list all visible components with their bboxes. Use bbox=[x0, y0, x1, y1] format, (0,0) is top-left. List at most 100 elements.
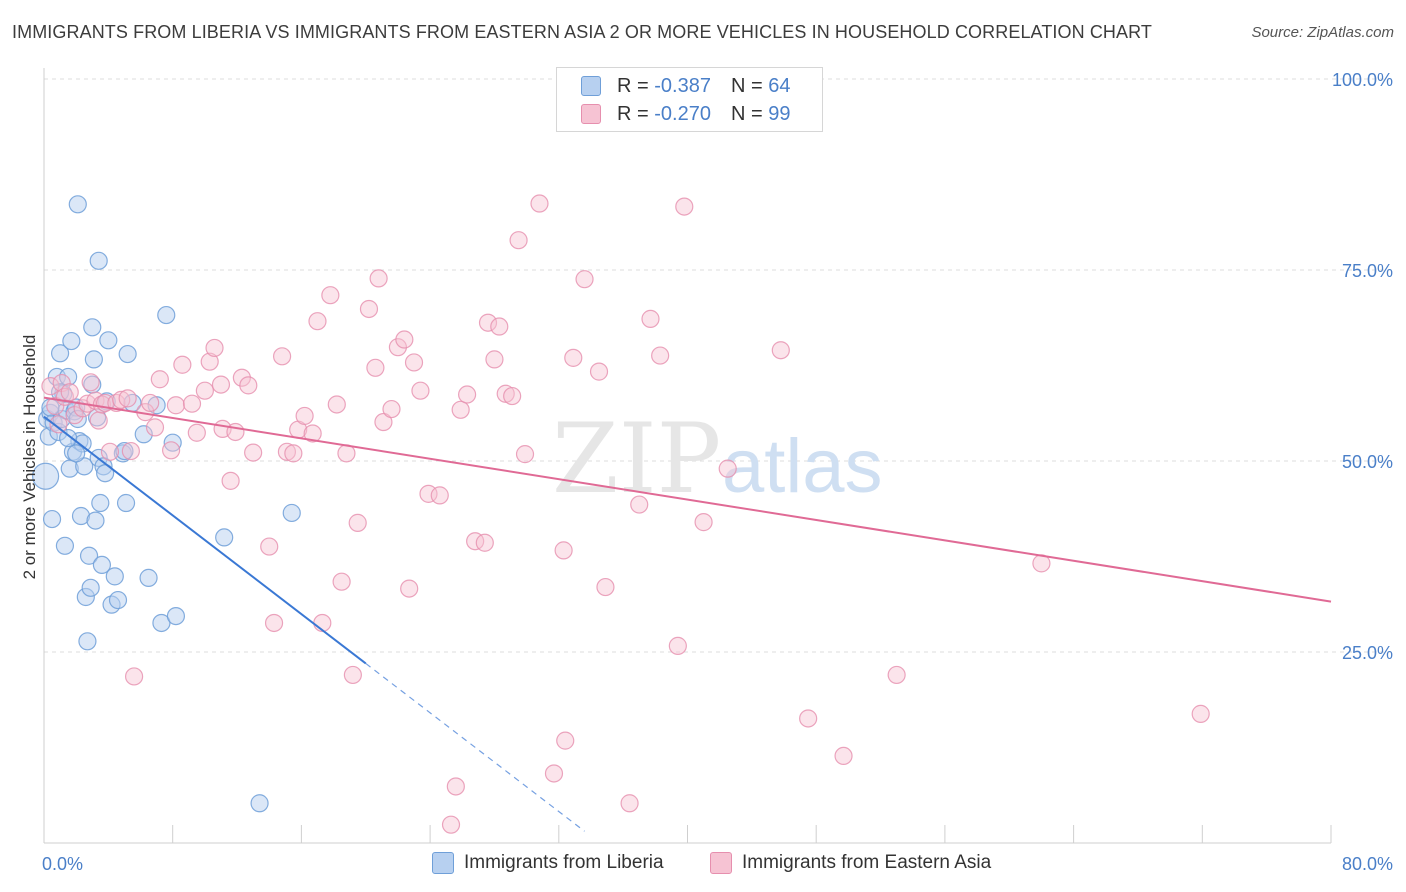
y-tick-label: 75.0% bbox=[1342, 261, 1393, 281]
trend-lines bbox=[43, 396, 1332, 832]
data-point-eastern-asia bbox=[150, 370, 169, 389]
data-point-eastern-asia bbox=[195, 381, 214, 400]
legend-row-eastern-asia: R = -0.270 N = 99 bbox=[581, 102, 790, 126]
data-point-liberia bbox=[55, 536, 75, 555]
data-point-eastern-asia bbox=[166, 396, 186, 415]
data-point-eastern-asia bbox=[187, 423, 206, 442]
data-point-eastern-asia bbox=[295, 406, 314, 426]
data-point-liberia bbox=[83, 318, 102, 337]
data-point-eastern-asia bbox=[308, 312, 327, 331]
data-point-eastern-asia bbox=[503, 386, 522, 406]
data-point-liberia bbox=[92, 555, 112, 575]
data-point-eastern-asia bbox=[284, 444, 303, 463]
data-point-liberia bbox=[99, 331, 118, 350]
correlation-legend: R = -0.387 N = 64 R = -0.270 N = 99 bbox=[556, 67, 823, 132]
data-point-eastern-asia bbox=[145, 418, 165, 437]
bottom-eastern-asia-swatch bbox=[710, 852, 732, 874]
bottom-legend-eastern-asia: Immigrants from Eastern Asia bbox=[710, 852, 991, 874]
data-point-eastern-asia bbox=[124, 667, 144, 686]
liberia-n-label: N = bbox=[730, 74, 763, 97]
data-point-liberia bbox=[78, 632, 97, 651]
data-point-eastern-asia bbox=[675, 197, 694, 216]
liberia-swatch bbox=[581, 76, 601, 96]
data-point-eastern-asia bbox=[182, 394, 202, 413]
data-point-eastern-asia bbox=[694, 513, 713, 532]
data-point-eastern-asia bbox=[89, 411, 108, 430]
data-point-liberia bbox=[250, 794, 269, 813]
y-tick-label: 25.0% bbox=[1342, 643, 1393, 663]
data-point-eastern-asia bbox=[1191, 704, 1210, 723]
data-point-liberia bbox=[50, 344, 70, 363]
data-point-eastern-asia bbox=[49, 415, 68, 434]
eastern-asia-n-value: 99 bbox=[768, 102, 791, 125]
data-point-eastern-asia bbox=[544, 764, 564, 783]
data-point-eastern-asia bbox=[41, 377, 60, 396]
chart-title: IMMIGRANTS FROM LIBERIA VS IMMIGRANTS FR… bbox=[12, 22, 1152, 42]
data-point-eastern-asia bbox=[395, 330, 414, 349]
data-point-liberia bbox=[134, 425, 153, 444]
data-point-eastern-asia bbox=[141, 393, 160, 413]
data-point-eastern-asia bbox=[575, 270, 594, 289]
data-point-eastern-asia bbox=[173, 355, 192, 374]
data-point-eastern-asia bbox=[205, 338, 224, 358]
data-point-liberia bbox=[91, 493, 110, 513]
data-point-liberia bbox=[68, 195, 87, 214]
data-point-eastern-asia bbox=[112, 390, 131, 409]
bottom-liberia-swatch bbox=[432, 852, 454, 874]
data-point-liberia bbox=[32, 462, 60, 490]
data-point-eastern-asia bbox=[260, 537, 279, 556]
source-label: Source: ZipAtlas.com bbox=[1251, 24, 1394, 41]
data-point-eastern-asia bbox=[596, 577, 615, 597]
data-point-eastern-asia bbox=[366, 358, 385, 377]
data-point-liberia bbox=[81, 578, 100, 597]
data-point-eastern-asia bbox=[887, 665, 906, 685]
data-point-eastern-asia bbox=[799, 709, 818, 728]
watermark: ZIP atlas bbox=[552, 403, 883, 515]
liberia-r-value: -0.387 bbox=[654, 74, 711, 97]
bottom-liberia-label: Immigrants from Liberia bbox=[464, 852, 664, 873]
data-point-eastern-asia bbox=[343, 665, 362, 685]
data-point-liberia bbox=[116, 493, 136, 513]
data-point-eastern-asia bbox=[100, 442, 120, 461]
gridlines bbox=[44, 78, 1391, 653]
data-point-eastern-asia bbox=[221, 471, 240, 490]
eastern-asia-r-label: R = bbox=[617, 102, 649, 125]
liberia-n-value: 64 bbox=[768, 74, 791, 97]
data-point-eastern-asia bbox=[490, 317, 509, 336]
eastern-asia-swatch bbox=[581, 104, 601, 124]
data-point-liberia bbox=[108, 590, 128, 610]
data-point-liberia bbox=[163, 433, 182, 452]
data-point-eastern-asia bbox=[771, 341, 790, 360]
data-point-liberia bbox=[79, 546, 99, 565]
data-point-eastern-asia bbox=[81, 373, 100, 392]
data-point-eastern-asia bbox=[232, 368, 251, 387]
data-point-eastern-asia bbox=[554, 541, 573, 560]
data-point-eastern-asia bbox=[441, 815, 461, 834]
data-point-eastern-asia bbox=[641, 309, 660, 328]
data-point-eastern-asia bbox=[668, 636, 687, 655]
data-point-eastern-asia bbox=[630, 495, 649, 514]
data-point-eastern-asia bbox=[620, 794, 639, 813]
data-point-liberia bbox=[86, 511, 105, 530]
data-point-liberia bbox=[152, 613, 171, 633]
y-tick-label: 50.0% bbox=[1342, 452, 1393, 472]
data-point-liberia bbox=[282, 503, 301, 523]
data-point-liberia bbox=[75, 457, 94, 476]
data-point-liberia bbox=[84, 350, 103, 369]
data-point-eastern-asia bbox=[509, 231, 528, 250]
data-point-eastern-asia bbox=[327, 395, 346, 414]
data-point-eastern-asia bbox=[388, 338, 408, 357]
data-point-eastern-asia bbox=[211, 375, 231, 394]
data-point-eastern-asia bbox=[121, 441, 140, 461]
data-point-eastern-asia bbox=[718, 459, 737, 478]
data-point-eastern-asia bbox=[244, 443, 263, 462]
data-point-liberia bbox=[89, 251, 108, 270]
data-point-eastern-asia bbox=[478, 313, 498, 332]
data-point-eastern-asia bbox=[834, 746, 853, 766]
data-point-liberia bbox=[157, 305, 176, 325]
data-point-eastern-asia bbox=[404, 353, 424, 372]
data-point-eastern-asia bbox=[321, 286, 340, 305]
data-point-eastern-asia bbox=[118, 389, 137, 408]
data-point-eastern-asia bbox=[332, 572, 351, 591]
